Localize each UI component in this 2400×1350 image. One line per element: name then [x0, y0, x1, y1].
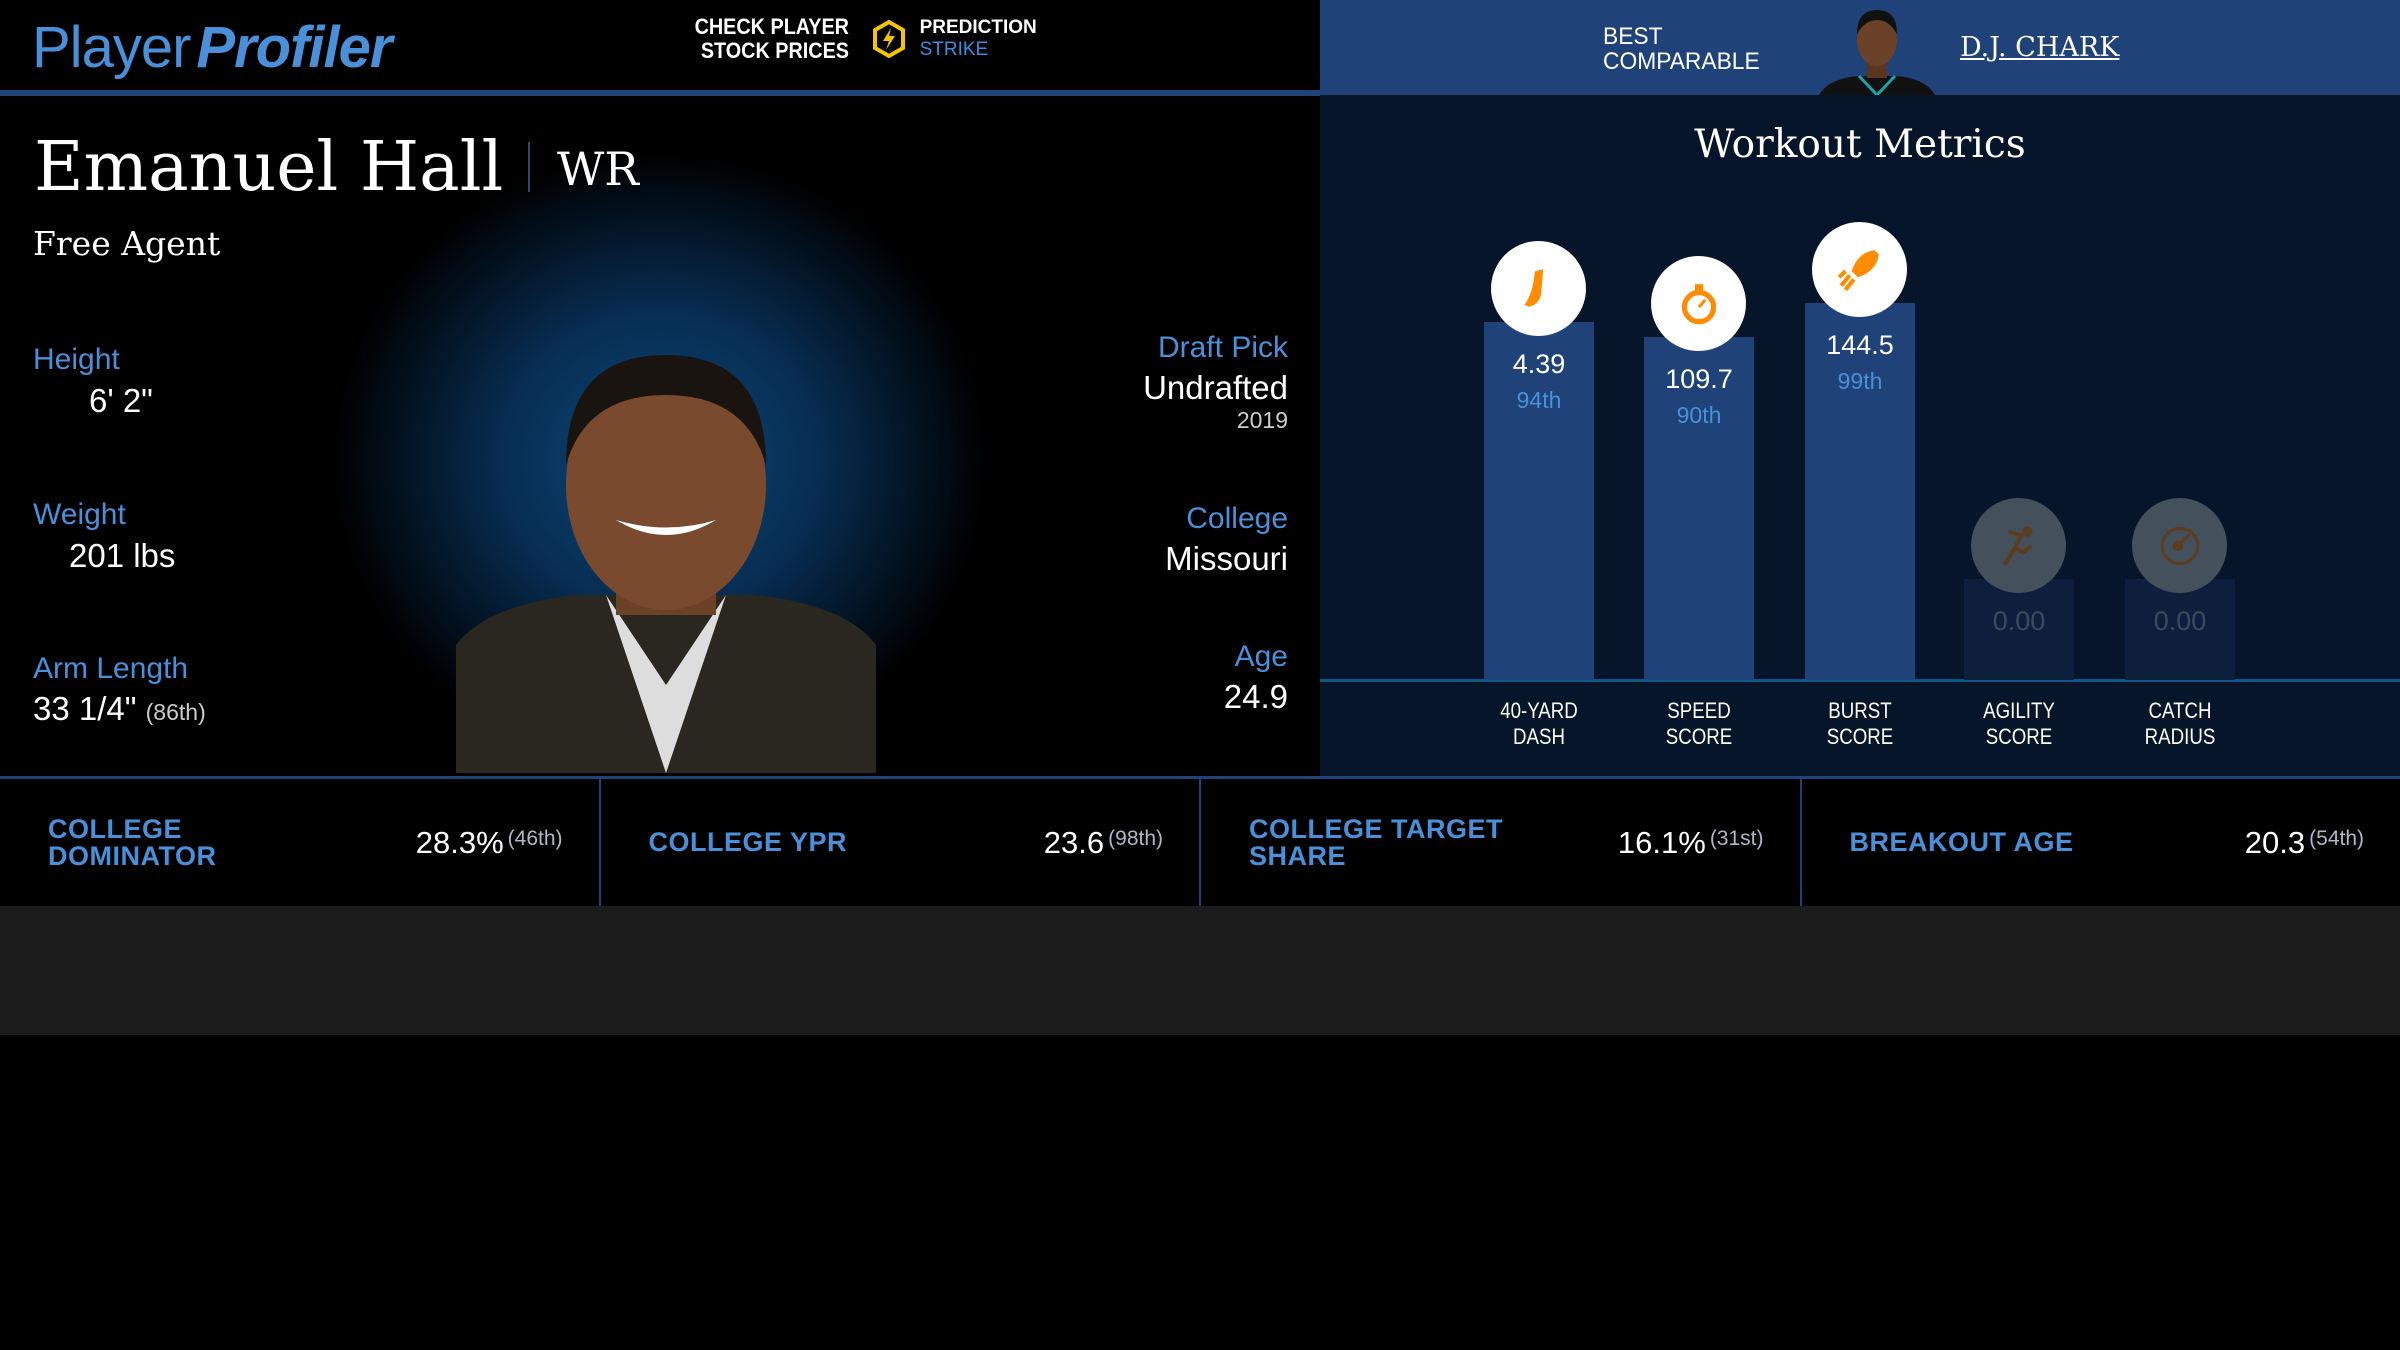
promo-text: CHECK PLAYER	[694, 14, 849, 39]
divider	[0, 90, 1320, 96]
college-label: College	[1186, 502, 1288, 535]
stat-cell: COLLEGE DOMINATOR 28.3% (46th)	[0, 779, 601, 906]
player-position: WR	[557, 142, 639, 196]
logo-text: Player	[32, 15, 191, 80]
top-bar	[0, 0, 1320, 92]
arm-value: 33 1/4"	[33, 690, 137, 727]
college-value: Missouri	[1165, 540, 1288, 577]
value: 16.1%	[1617, 824, 1706, 860]
metric-value: 144.5	[1826, 329, 1894, 360]
height-value: 6' 2"	[89, 382, 153, 419]
value: 20.3	[2244, 824, 2306, 860]
draft-label: Draft Pick	[1157, 331, 1288, 364]
shoe-icon	[1523, 269, 1543, 308]
divider	[528, 142, 530, 192]
logo[interactable]: Player Profiler	[32, 14, 392, 81]
metric-label: AGILITY SCORE	[1983, 698, 2055, 749]
stat-label: COLLEGE YPR	[648, 827, 848, 857]
percentile: (46th)	[507, 826, 563, 850]
percentile: (31st)	[1709, 826, 1764, 850]
metric-icon-circle	[2132, 498, 2227, 593]
comparable-photo	[1819, 10, 1935, 95]
stat-cell: BREAKOUT AGE 20.3 (54th)	[1802, 779, 2400, 906]
stat-cell: COLLEGE YPR 23.6 (98th)	[601, 779, 1201, 906]
age-value: 24.9	[1223, 678, 1288, 715]
weight-value: 201 lbs	[69, 537, 176, 574]
lightning-icon	[872, 20, 905, 58]
stat-value: 16.1% (31st)	[1618, 825, 1764, 861]
logo-text-bold: Profiler	[196, 15, 392, 80]
draft-year: 2019	[1236, 407, 1288, 433]
percentile: (54th)	[2309, 826, 2364, 850]
metric-icon-circle	[1651, 256, 1746, 352]
metric-bar	[1805, 302, 1915, 680]
chart-axis	[1320, 679, 2400, 682]
metric-label: SPEED SCORE	[1665, 698, 1733, 749]
metric-label: CATCH RADIUS	[2144, 698, 2216, 749]
metric-value: 4.39	[1512, 348, 1566, 379]
footer-band	[0, 906, 2400, 1035]
college-stats-row: COLLEGE DOMINATOR 28.3% (46th) COLLEGE YPR…	[0, 776, 2400, 906]
metric-percentile: 94th	[1516, 386, 1562, 413]
label-line: BEST	[1603, 23, 1663, 50]
runner-icon	[2002, 525, 2033, 566]
percentile: (98th)	[1108, 826, 1163, 850]
player-name: Emanuel Hall	[34, 128, 504, 207]
stat-label: BREAKOUT AGE	[1849, 827, 2074, 857]
value: 23.6	[1043, 824, 1105, 860]
weight-label: Weight	[33, 498, 126, 531]
player-photo	[456, 355, 876, 773]
promo-brand: PREDICTION	[919, 17, 1037, 38]
metric-percentile: 99th	[1837, 367, 1883, 394]
metric-bar	[2125, 579, 2235, 680]
height-label: Height	[33, 343, 120, 376]
stat-value: 23.6 (98th)	[1044, 825, 1163, 861]
workout-title: Workout Metrics	[1694, 122, 2026, 167]
stat-value: 28.3% (46th)	[416, 825, 563, 861]
metric-value: 109.7	[1665, 364, 1733, 395]
metric-bar	[1644, 337, 1754, 680]
stat-label: COLLEGE DOMINATOR	[48, 813, 217, 871]
label-line: COMPARABLE	[1603, 48, 1760, 75]
metric-label: BURST SCORE	[1826, 698, 1894, 749]
metric-bar	[1964, 579, 2074, 680]
value: 28.3%	[415, 824, 504, 860]
comparable-player-link[interactable]: D.J. CHARK	[1960, 32, 2120, 63]
metric-bar	[1484, 321, 1594, 680]
promo-text: STOCK PRICES	[700, 38, 849, 63]
age-label: Age	[1234, 640, 1288, 673]
promo-brand: STRIKE	[919, 39, 989, 60]
arm-length-value: 33 1/4" (86th)	[33, 690, 206, 728]
rocket-icon	[1837, 250, 1879, 292]
promo-banner[interactable]: CHECK PLAYER STOCK PRICES PREDICTION STRIK…	[686, 15, 1037, 63]
metric-icon-circle	[1812, 221, 1907, 317]
metric-value: 0.00	[1992, 606, 2046, 636]
metric-icon-circle	[1971, 498, 2066, 593]
draft-value: Undrafted	[1143, 369, 1288, 406]
stat-label: COLLEGE TARGET SHARE	[1249, 813, 1503, 871]
stat-cell: COLLEGE TARGET SHARE 16.1% (31st)	[1201, 779, 1802, 906]
arm-length-label: Arm Length	[33, 652, 189, 685]
arm-percentile: (86th)	[145, 699, 206, 725]
metric-value: 0.00	[2153, 606, 2207, 636]
best-comparable-label: BEST COMPARABLE	[1603, 24, 1760, 74]
metric-label: 40-YARD DASH	[1500, 698, 1578, 749]
stat-value: 20.3 (54th)	[2245, 825, 2364, 861]
metric-percentile: 90th	[1676, 402, 1722, 429]
player-team: Free Agent	[33, 224, 221, 263]
stopwatch-icon	[1681, 283, 1716, 324]
radar-icon	[2160, 526, 2199, 565]
metric-icon-circle	[1491, 240, 1586, 336]
